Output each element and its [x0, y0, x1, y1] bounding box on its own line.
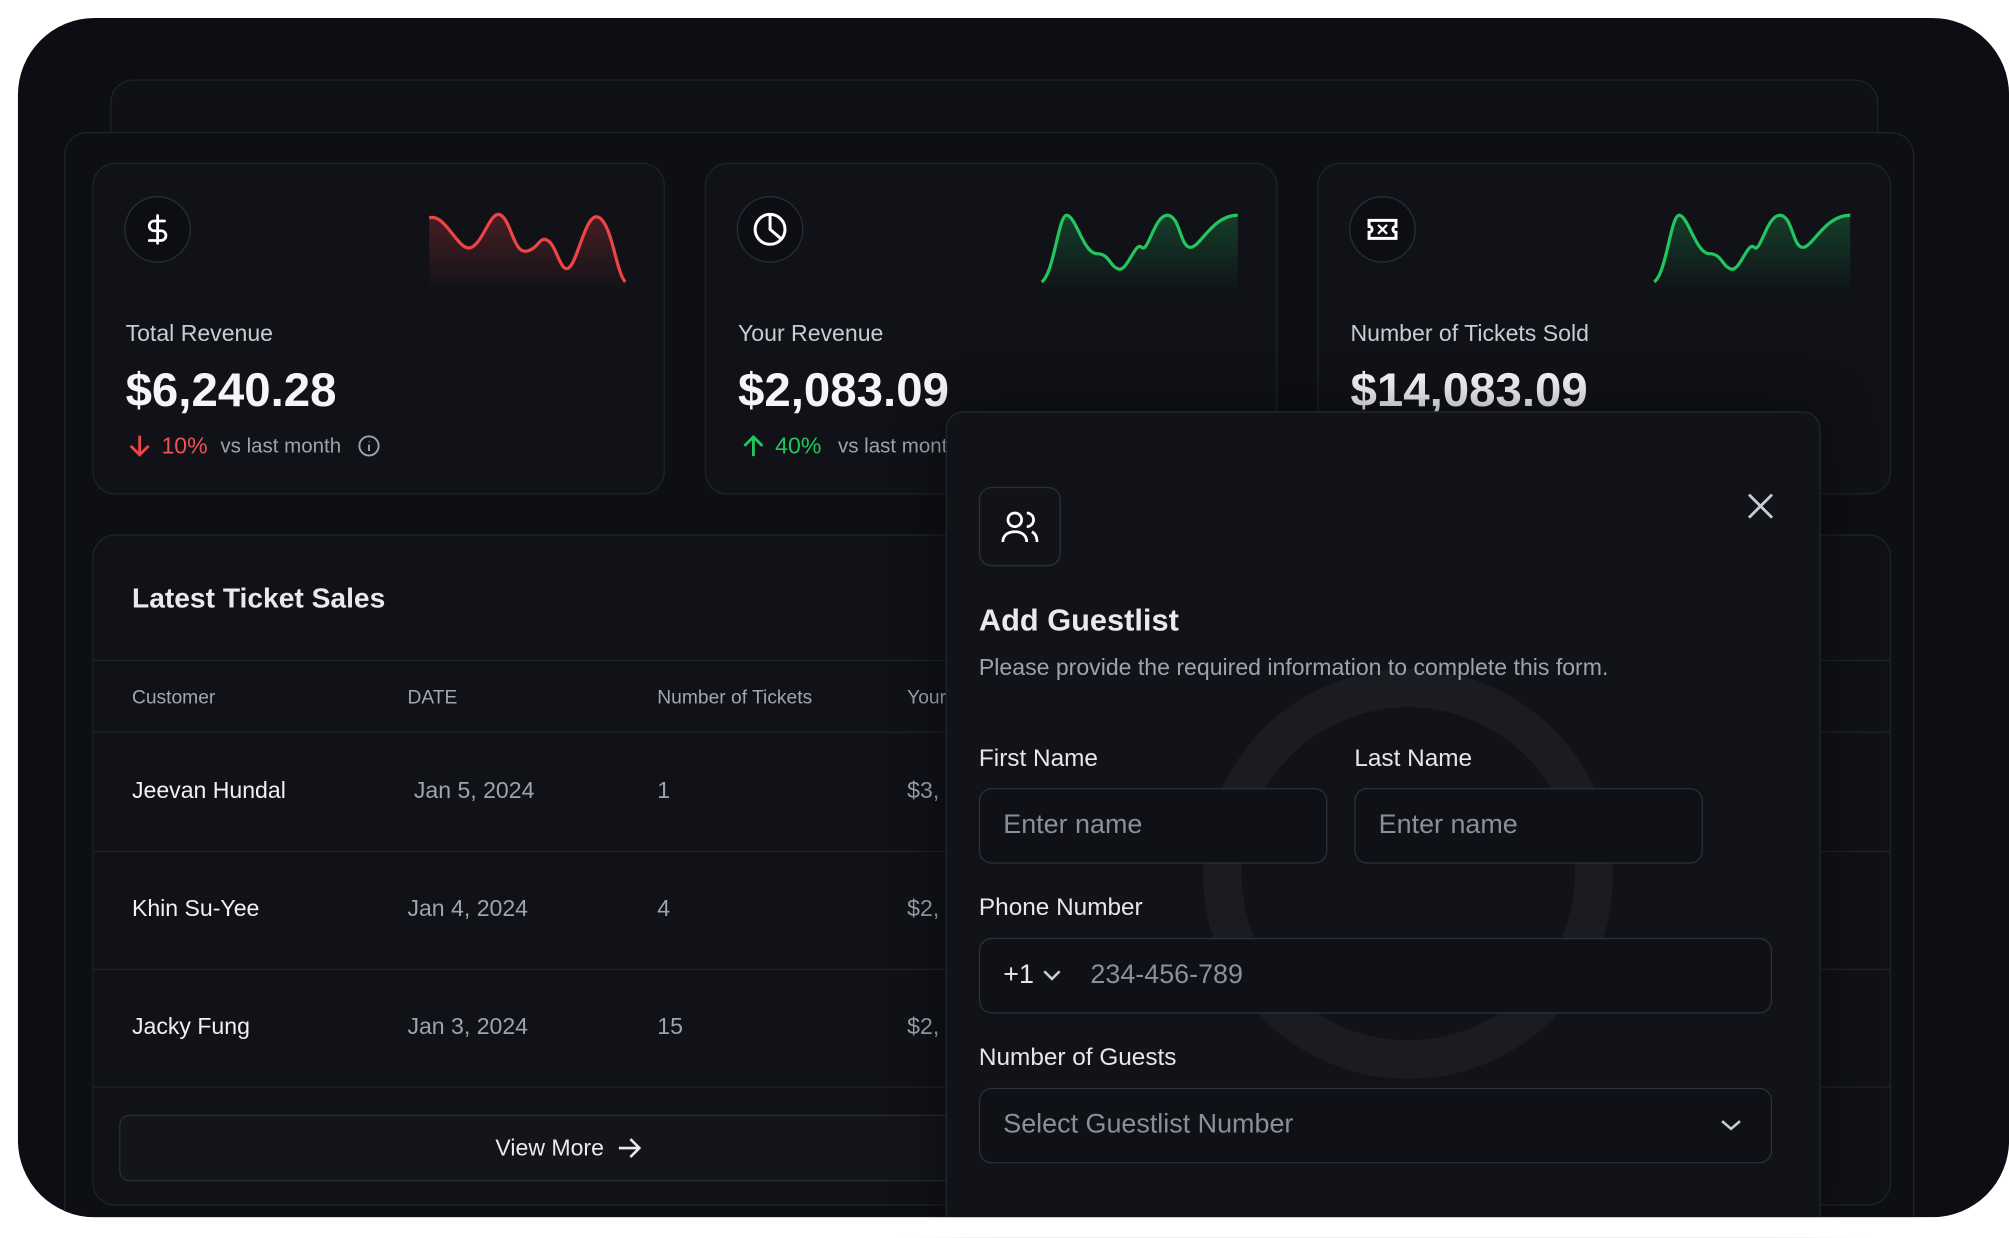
- placeholder: Enter name: [1378, 809, 1518, 840]
- view-more-button[interactable]: View More: [119, 1114, 1019, 1182]
- field-label: First Name: [978, 745, 1098, 773]
- column-header: DATE: [407, 686, 458, 709]
- change: 40%: [775, 433, 822, 459]
- button-label: View More: [495, 1134, 604, 1161]
- column-header: Number of Tickets: [657, 686, 813, 709]
- placeholder: Enter name: [1003, 809, 1143, 840]
- modal-subtitle: Please provide the required information …: [978, 654, 1609, 681]
- arrow-icon: [619, 1138, 642, 1158]
- card-label: Number of Tickets Sold: [1350, 320, 1589, 346]
- cell: $2,: [907, 895, 940, 922]
- first-name-input[interactable]: Enter name: [978, 787, 1328, 864]
- customer-name: Jeevan Hundal: [131, 777, 286, 804]
- field-label: Last Name: [1354, 745, 1473, 773]
- phone-input[interactable]: +1 234-456-789: [978, 937, 1773, 1014]
- customer-name: Jacky Fung: [131, 1013, 250, 1040]
- card-label: Total Revenue: [125, 320, 274, 346]
- cell: $3,: [907, 777, 940, 804]
- card-value: $14,083.09: [1350, 363, 1588, 417]
- card: Total Revenue $6,240.28 10% vs last mont…: [92, 162, 665, 495]
- sparkline: [428, 212, 627, 293]
- country-code[interactable]: +1: [1003, 959, 1034, 990]
- customer-name: Khin Su-Yee: [131, 895, 260, 922]
- card-value: $2,083.09: [738, 363, 949, 417]
- up-arrow: [743, 434, 764, 457]
- cell: 15: [657, 1013, 683, 1040]
- comparison: vs last month: [837, 435, 959, 458]
- cell: Jan 4, 2024: [407, 895, 528, 922]
- cell: 4: [657, 895, 671, 922]
- cell: Jan 5, 2024: [413, 777, 535, 804]
- info-icon: [358, 435, 380, 457]
- sparkline: [1040, 213, 1238, 293]
- last-name-input[interactable]: Enter name: [1354, 787, 1703, 864]
- bottom-edge: [0, 1217, 2009, 1238]
- chevron: [1721, 1120, 1741, 1131]
- close-button[interactable]: [1746, 492, 1774, 520]
- placeholder: Select Guestlist Number: [1003, 1109, 1294, 1140]
- cell: Jan 3, 2024: [407, 1013, 528, 1040]
- blurred-donut: [1203, 668, 1614, 1079]
- down-arrow: [129, 435, 150, 457]
- users-icon: [978, 486, 1061, 567]
- card-label: Your Revenue: [738, 320, 884, 346]
- comparison: vs last month: [220, 435, 342, 458]
- placeholder: 234-456-789: [1090, 959, 1244, 990]
- guests-select[interactable]: Select Guestlist Number: [978, 1087, 1773, 1164]
- pie-icon: [736, 196, 804, 263]
- field-label: Phone Number: [978, 894, 1143, 922]
- field-label: Number of Guests: [978, 1044, 1177, 1072]
- chevron: [1043, 970, 1061, 981]
- modal-title: Add Guestlist: [978, 603, 1179, 639]
- table-title: Latest Ticket Sales: [131, 581, 386, 614]
- cell: $2,: [907, 1013, 940, 1040]
- card-value: $6,240.28: [125, 363, 337, 417]
- cell: 1: [657, 777, 671, 804]
- column-header: Customer: [131, 686, 216, 709]
- ticket-icon: [1349, 196, 1416, 263]
- modal: Add Guestlist Please provide the require…: [945, 411, 1821, 1234]
- dollar-icon: [124, 196, 191, 263]
- column-header: Your: [907, 686, 946, 709]
- sparkline: [1652, 213, 1851, 293]
- change: 10%: [161, 433, 208, 459]
